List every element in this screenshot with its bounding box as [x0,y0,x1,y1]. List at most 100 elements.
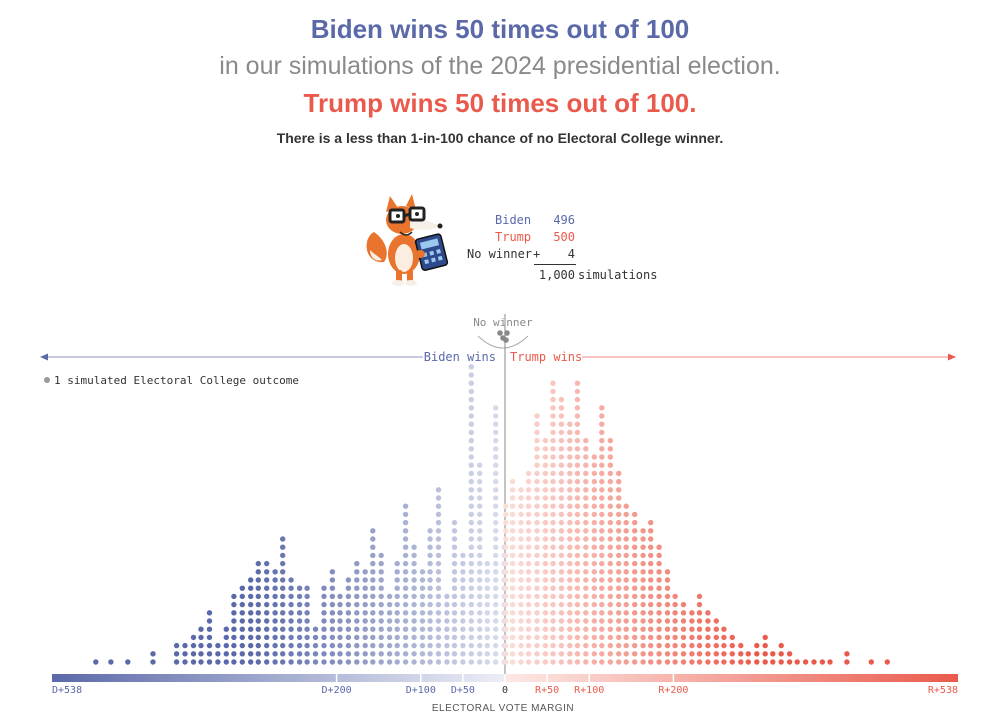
outcome-dot [419,593,426,600]
outcome-dot [534,519,540,526]
outcome-dot [402,544,409,550]
outcome-dot [345,577,352,583]
outcome-dot [451,560,458,567]
outcome-dot [525,593,532,600]
outcome-dot [509,544,516,550]
outcome-dot [558,528,565,534]
outcome-dot [770,651,776,657]
outcome-dot [583,536,589,542]
outcome-dot [468,446,474,452]
outcome-dot [640,577,646,583]
outcome-dot [386,593,393,600]
outcome-dot [599,593,605,600]
outcome-dot [583,470,589,477]
outcome-dot [493,651,499,657]
outcome-dot [509,511,516,518]
outcome-dot [567,454,573,460]
outcome-dot [640,601,646,608]
outcome-dot [255,585,261,591]
outcome-dot [427,601,433,608]
outcome-dot [509,552,516,559]
outcome-dot [248,610,254,616]
outcome-dot [632,626,638,632]
outcome-dot [567,618,573,624]
outcome-dot [542,528,549,534]
outcome-dot [509,626,516,632]
axis-tick-label: D+538 [52,685,82,696]
tally-total-label: simulations [578,268,658,282]
outcome-dot [206,651,213,657]
outcome-dot [272,642,278,649]
outcome-dot [370,536,376,542]
outcome-dot [411,618,417,624]
outcome-dot [451,618,458,624]
no-winner-dot [503,337,509,343]
outcome-dot [370,544,376,550]
outcome-dot [468,552,474,559]
outcome-dot [460,610,466,616]
outcome-dot [786,651,793,657]
outcome-dot [337,610,343,616]
outcome-dot [198,634,204,641]
outcome-dot [616,511,622,518]
outcome-dot [493,601,499,608]
outcome-dot [664,585,671,591]
outcome-dot [721,642,727,649]
outcome-dot [550,519,556,526]
outcome-dot [648,610,654,616]
outcome-dot [607,626,613,632]
outcome-dot [656,552,662,559]
outcome-dot [558,651,565,657]
outcome-dot [640,651,646,657]
outcome-dot [518,626,524,632]
outcome-dot [419,610,426,616]
outcome-dot [477,519,483,526]
outcome-dot [223,634,229,641]
outcome-dot [868,659,874,665]
outcome-dot [623,610,629,616]
outcome-dot [460,659,466,665]
outcome-dot [607,610,613,616]
outcome-dot [525,560,532,567]
outcome-dot [518,569,524,575]
outcome-dot [272,651,278,657]
outcome-dot [583,618,589,624]
outcome-dot [534,642,540,649]
outcome-dot [583,642,589,649]
outcome-dot [574,601,581,608]
outcome-dot [460,560,466,567]
outcome-dot [493,405,499,411]
outcome-dot [648,651,654,657]
outcome-dot [477,585,483,591]
outcome-dot [607,462,613,468]
outcome-dot [591,470,597,477]
outcome-dot [558,544,565,550]
outcome-dot [558,413,565,419]
outcome-dot [623,577,629,583]
outcome-dot [503,544,509,550]
outcome-dot [583,437,589,444]
outcome-dot [558,519,565,526]
outcome-dot [329,601,336,608]
outcome-dot [312,634,319,641]
outcome-dot [616,642,622,649]
outcome-dot [378,642,384,649]
outcome-dot [672,634,678,641]
outcome-dot [542,511,549,518]
outcome-dot [525,495,532,501]
outcome-dot [411,659,417,665]
outcome-dot [198,651,204,657]
outcome-dot [378,560,384,567]
outcome-dot [607,601,613,608]
outcome-dot [468,429,474,436]
outcome-dot [451,519,458,526]
outcome-dot [503,642,509,649]
outcome-dot [272,585,278,591]
outcome-dot [296,659,303,665]
outcome-dot [550,560,556,567]
outcome-dot [623,560,629,567]
outcome-dot [509,585,516,591]
outcome-dot [623,528,629,534]
outcome-dot [370,528,376,534]
outcome-dot [394,618,400,624]
